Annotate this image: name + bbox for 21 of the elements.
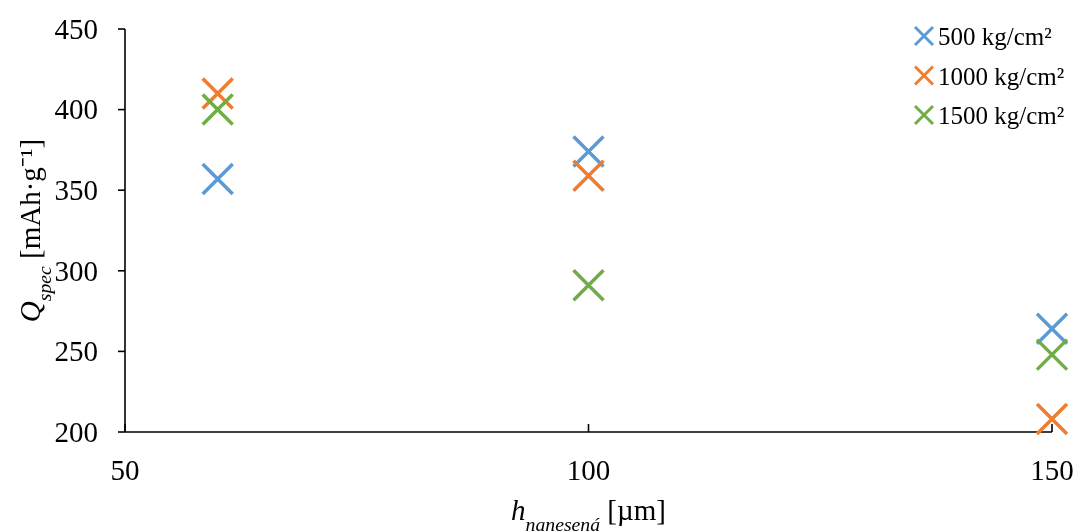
y-tick-label: 200	[54, 415, 98, 448]
x-tick-label: 50	[110, 454, 140, 486]
point	[200, 162, 235, 196]
legend-label: 500 kg/cm²	[938, 23, 1052, 50]
point	[1035, 402, 1069, 436]
legend-label: 1500 kg/cm²	[938, 102, 1065, 129]
point	[1035, 337, 1069, 372]
point	[571, 268, 606, 303]
y-tick-label: 300	[54, 254, 98, 287]
x-tick-label: 100	[566, 454, 611, 486]
point	[200, 92, 235, 127]
point	[571, 134, 606, 169]
y-tick-label: 350	[54, 174, 98, 207]
y-tick-label: 450	[54, 12, 98, 45]
y-tick-label: 250	[54, 335, 98, 368]
legend-label: 1000 kg/cm²	[938, 62, 1065, 90]
y-tick-label: 400	[54, 93, 98, 126]
point	[571, 158, 606, 193]
x-axis-title: h$_{nanesená}$ [µm]	[511, 494, 666, 531]
point	[1035, 312, 1069, 346]
x-tick-label: 150	[1030, 454, 1074, 486]
